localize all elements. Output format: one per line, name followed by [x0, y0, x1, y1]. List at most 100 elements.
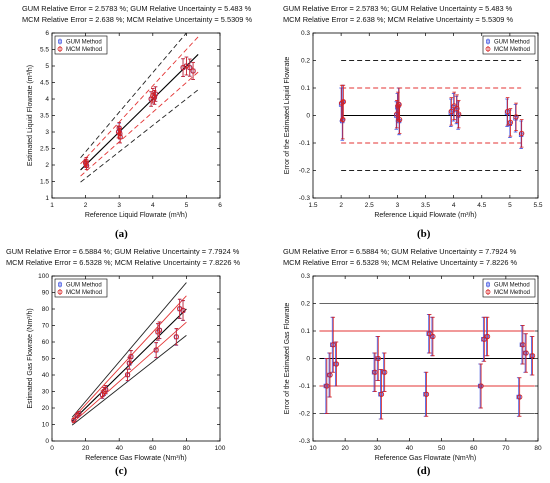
y-tick-label: 4.5: [40, 80, 49, 87]
legend-marker-mcm: [485, 289, 491, 295]
x-axis-label: Reference Liquid Flowrate (m³/h): [85, 212, 187, 219]
panel-c-label: (c): [115, 465, 128, 477]
data-point-mcm: [427, 331, 433, 337]
data-point-mcm: [454, 105, 460, 112]
panel-c-chart: 0 20 40 60 80 100 0 10 20 30 40 50 60 70 80 90 100 Refere…: [27, 273, 226, 462]
legend-label: MCM Method: [494, 47, 530, 53]
y-tick-label: -0.3: [299, 195, 311, 202]
data-point-mcm: [481, 336, 487, 342]
data-point-mcm: [517, 394, 523, 400]
data-point-mcm: [173, 334, 179, 340]
y-tick-label: 5.5: [40, 47, 49, 54]
data-point-gum: [448, 110, 454, 115]
data-point-gum: [518, 132, 524, 137]
data-point-mcm: [153, 347, 159, 353]
data-point-mcm: [507, 119, 514, 126]
data-point-mcm: [478, 383, 484, 389]
x-tick-label: 2: [339, 202, 343, 209]
x-tick-label: 40: [116, 445, 124, 452]
x-tick-label: 1.5: [308, 202, 317, 209]
y-tick-label: 5: [45, 63, 49, 70]
plot-lines: [319, 303, 535, 414]
data-point-mcm: [103, 386, 109, 393]
x-tick-label: 4: [151, 202, 155, 209]
y-tick-label: 20: [42, 405, 50, 412]
y-tick-label: 0.3: [301, 273, 310, 280]
plot-lines: [80, 33, 199, 183]
x-tick-label: 60: [470, 445, 478, 452]
panel-d-header-line-1: GUM Relative Error = 6.5884 %; GUM Relat…: [283, 247, 517, 256]
y-tick-label: 70: [42, 323, 50, 330]
y-tick-label: -0.1: [299, 140, 311, 147]
data-point-mcm: [523, 350, 529, 356]
data-point-mcm: [378, 391, 385, 397]
data-point-mcm: [340, 116, 346, 123]
legend-label: GUM Method: [494, 283, 530, 289]
y-tick-label: 1: [45, 195, 49, 202]
reference-line: [80, 89, 199, 183]
reference-line: [80, 54, 199, 171]
y-axis-label: Error of the Estimated Gas Flowrate: [284, 303, 291, 415]
panel-b-header-line-2: MCM Relative Error = 2.638 %; MCM Relati…: [283, 15, 514, 24]
y-axis-label: Error of the Estimated Liquid Flowrate: [284, 57, 291, 175]
y-tick-label: -0.2: [299, 411, 311, 418]
legend-marker-mcm: [57, 46, 63, 52]
data-point-mcm: [128, 353, 134, 360]
data-point-mcm: [155, 329, 161, 335]
x-tick-label: 6: [218, 202, 222, 209]
reference-line: [71, 282, 187, 418]
panel-a-header-line-1: GUM Relative Error = 2.5783 %; GUM Relat…: [22, 4, 252, 13]
x-tick-label: 40: [406, 445, 414, 452]
y-tick-label: -0.2: [299, 168, 311, 175]
x-tick-label: 10: [309, 445, 317, 452]
x-tick-label: 0: [50, 445, 54, 452]
x-tick-label: 3: [396, 202, 400, 209]
x-tick-label: 5.5: [533, 202, 542, 209]
x-tick-label: 70: [502, 445, 510, 452]
y-tick-label: 0.2: [301, 58, 310, 65]
panel-c-header-line-1: GUM Relative Error = 6.5884 %; GUM Relat…: [6, 247, 240, 256]
y-tick-label: 0.1: [301, 85, 310, 92]
x-tick-label: 80: [183, 445, 191, 452]
x-tick-label: 80: [534, 445, 542, 452]
legend-box: [482, 35, 536, 55]
y-tick-label: 60: [42, 339, 50, 346]
x-axis-label: Reference Gas Flowrate (Nm³/h): [375, 455, 477, 462]
legend-box: [54, 35, 108, 55]
panel-d-header-line-2: MCM Relative Error = 6.5328 %; MCM Relat…: [283, 258, 518, 267]
data-point-mcm: [187, 65, 193, 71]
x-tick-label: 5: [185, 202, 189, 209]
y-tick-label: 80: [42, 306, 50, 313]
legend-label: GUM Method: [494, 40, 530, 46]
legend-marker-gum: [58, 282, 62, 287]
x-tick-label: 4: [452, 202, 456, 209]
y-tick-label: 90: [42, 290, 50, 297]
y-tick-label: 40: [42, 372, 50, 379]
x-tick-label: 3: [117, 202, 121, 209]
panel-a-chart: 1 2 3 4 5 6 1 1.5 2 2.5 3 3.5 4 4.5 5 5.5 6 Reference Liq…: [27, 30, 222, 219]
y-tick-label: 50: [42, 356, 50, 363]
data-point-mcm: [340, 99, 347, 105]
panel-c-header-line-2: MCM Relative Error = 6.5328 %; MCM Relat…: [6, 258, 241, 267]
data-point-mcm: [456, 111, 462, 117]
y-tick-label: 6: [45, 30, 49, 37]
data-point-mcm: [382, 369, 388, 375]
data-point-mcm: [152, 91, 159, 97]
data-point-mcm: [330, 342, 336, 348]
panel-b-label: (b): [417, 228, 431, 240]
reference-line: [80, 36, 199, 165]
data-point-mcm: [117, 134, 123, 140]
data-point-mcm: [150, 93, 156, 99]
legend-label: GUM Method: [66, 40, 102, 46]
x-tick-label: 1: [50, 202, 54, 209]
data-point-mcm: [396, 116, 403, 123]
y-tick-label: -0.1: [299, 383, 311, 390]
panel-b-header-line-1: GUM Relative Error = 2.5783 %; GUM Relat…: [283, 4, 513, 13]
data-point-mcm: [372, 369, 378, 375]
x-tick-label: 30: [374, 445, 382, 452]
data-point-mcm: [333, 361, 340, 367]
data-point-mcm: [430, 333, 436, 340]
data-point-mcm: [126, 360, 132, 366]
data-point-mcm: [156, 327, 163, 333]
